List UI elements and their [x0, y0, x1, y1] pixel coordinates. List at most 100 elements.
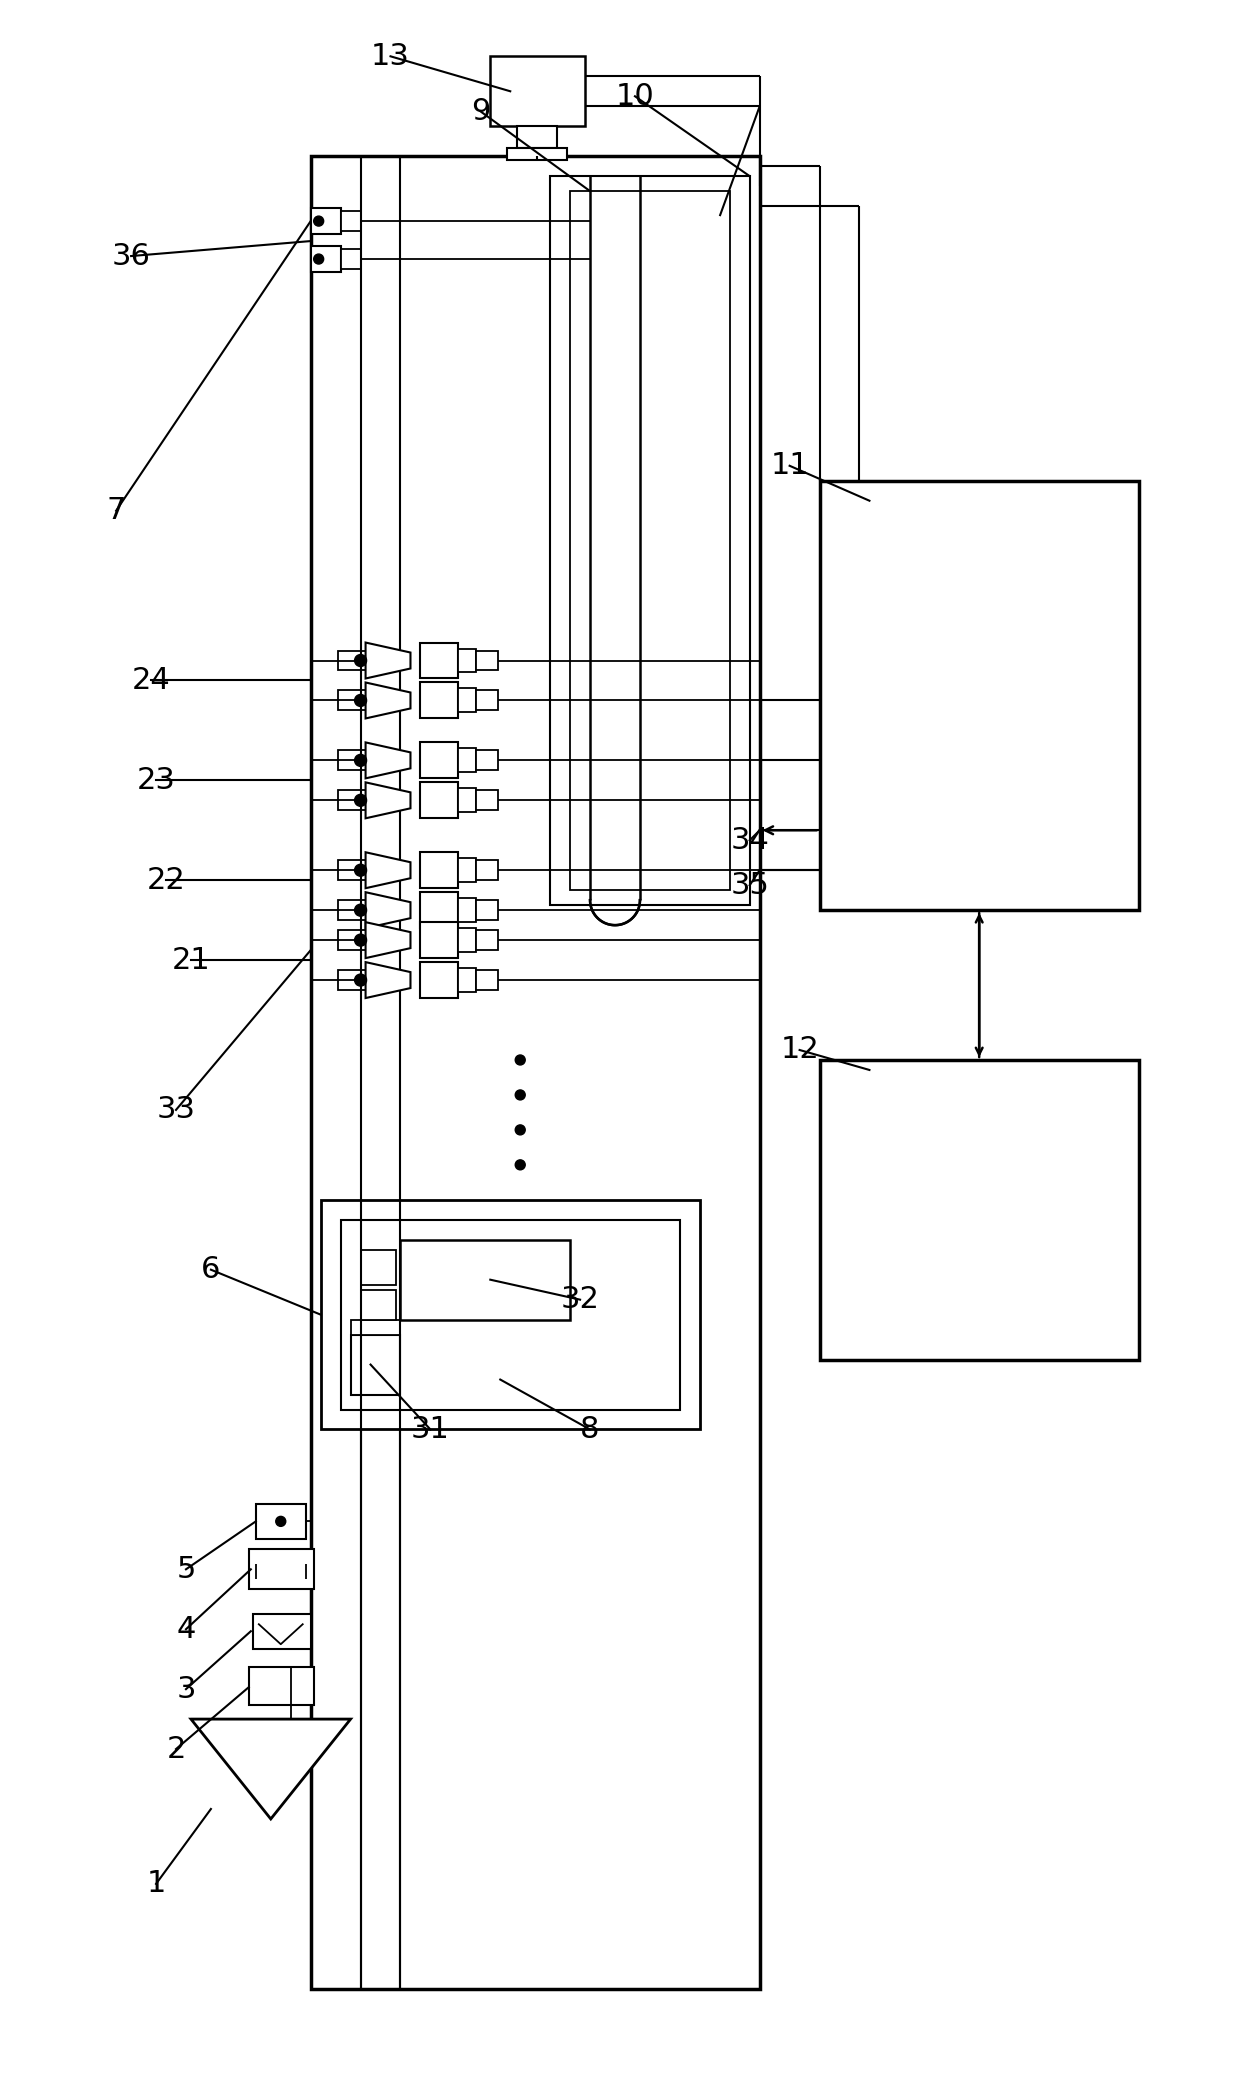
- Bar: [341, 1220, 680, 1410]
- Bar: [311, 247, 341, 272]
- Bar: [476, 861, 498, 879]
- Bar: [337, 691, 366, 710]
- Bar: [420, 921, 459, 959]
- Text: 11: 11: [770, 451, 808, 480]
- Bar: [420, 742, 459, 779]
- Text: 13: 13: [371, 42, 410, 71]
- Text: 22: 22: [146, 865, 186, 894]
- Text: 4: 4: [176, 1615, 196, 1644]
- Text: 21: 21: [171, 946, 211, 976]
- Bar: [459, 898, 476, 921]
- Bar: [321, 1199, 699, 1429]
- Circle shape: [516, 1124, 526, 1134]
- Circle shape: [516, 1159, 526, 1170]
- Circle shape: [275, 1517, 285, 1527]
- Bar: [337, 861, 366, 879]
- Circle shape: [314, 255, 324, 263]
- Text: 3: 3: [176, 1675, 196, 1705]
- Polygon shape: [366, 643, 410, 679]
- Text: 32: 32: [560, 1285, 599, 1314]
- Polygon shape: [366, 683, 410, 719]
- Circle shape: [355, 754, 367, 767]
- Text: 23: 23: [136, 767, 176, 794]
- Polygon shape: [366, 963, 410, 999]
- Bar: [476, 650, 498, 671]
- Bar: [337, 650, 366, 671]
- Bar: [401, 1239, 570, 1320]
- Bar: [459, 648, 476, 673]
- Circle shape: [355, 973, 367, 986]
- Bar: [551, 175, 750, 905]
- Circle shape: [516, 1090, 526, 1101]
- Bar: [351, 1320, 401, 1335]
- Text: 6: 6: [201, 1255, 221, 1285]
- Text: 9: 9: [471, 96, 490, 125]
- Text: 10: 10: [615, 81, 655, 111]
- Polygon shape: [366, 852, 410, 888]
- Bar: [253, 1615, 311, 1648]
- Bar: [311, 209, 341, 234]
- Text: 34: 34: [730, 825, 769, 854]
- Bar: [311, 157, 760, 1989]
- Bar: [476, 691, 498, 710]
- Bar: [459, 748, 476, 773]
- Text: 24: 24: [131, 666, 170, 696]
- Text: 12: 12: [780, 1036, 818, 1065]
- Bar: [361, 1249, 396, 1285]
- Circle shape: [355, 905, 367, 917]
- Bar: [459, 859, 476, 882]
- Bar: [476, 900, 498, 919]
- Bar: [341, 211, 361, 232]
- Circle shape: [516, 1055, 526, 1065]
- Bar: [476, 969, 498, 990]
- Text: 36: 36: [112, 242, 150, 272]
- Circle shape: [355, 934, 367, 946]
- Bar: [337, 790, 366, 811]
- Bar: [249, 1667, 314, 1705]
- Bar: [476, 930, 498, 950]
- Text: 35: 35: [730, 871, 769, 900]
- Bar: [820, 480, 1138, 911]
- Bar: [476, 750, 498, 771]
- Bar: [570, 190, 730, 890]
- Polygon shape: [366, 783, 410, 819]
- Text: 5: 5: [176, 1554, 196, 1583]
- Bar: [351, 1335, 401, 1395]
- Bar: [361, 1289, 396, 1320]
- Bar: [459, 967, 476, 992]
- Circle shape: [355, 654, 367, 666]
- Bar: [420, 783, 459, 819]
- Text: 8: 8: [580, 1414, 600, 1443]
- Text: 2: 2: [166, 1734, 186, 1763]
- Bar: [420, 892, 459, 928]
- Bar: [517, 125, 557, 148]
- Bar: [420, 963, 459, 999]
- Polygon shape: [366, 921, 410, 959]
- Bar: [476, 790, 498, 811]
- Polygon shape: [366, 892, 410, 928]
- Text: 33: 33: [156, 1095, 196, 1124]
- Bar: [337, 969, 366, 990]
- Bar: [337, 930, 366, 950]
- Bar: [507, 148, 567, 161]
- Bar: [420, 852, 459, 888]
- Bar: [255, 1504, 306, 1540]
- Text: 31: 31: [410, 1414, 450, 1443]
- Bar: [820, 1059, 1138, 1360]
- Bar: [337, 900, 366, 919]
- Bar: [420, 683, 459, 719]
- Text: 1: 1: [146, 1870, 166, 1899]
- Bar: [459, 788, 476, 813]
- Bar: [337, 750, 366, 771]
- Bar: [490, 56, 585, 125]
- Circle shape: [355, 794, 367, 806]
- Circle shape: [355, 865, 367, 875]
- Text: 7: 7: [107, 497, 125, 524]
- Polygon shape: [191, 1719, 351, 1820]
- Circle shape: [314, 215, 324, 226]
- Bar: [341, 249, 361, 269]
- Bar: [459, 689, 476, 712]
- Bar: [459, 928, 476, 953]
- Bar: [420, 643, 459, 679]
- Polygon shape: [366, 742, 410, 779]
